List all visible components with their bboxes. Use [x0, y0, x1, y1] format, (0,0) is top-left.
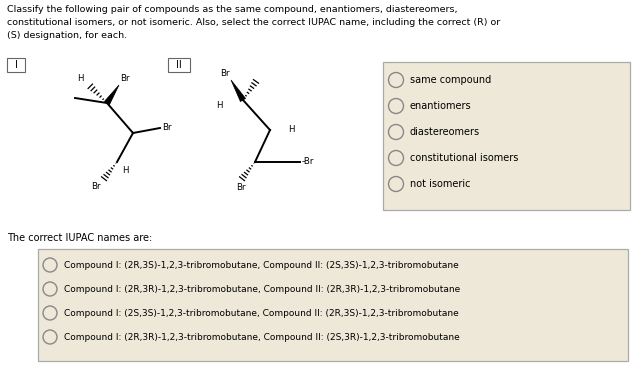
Text: diastereomers: diastereomers: [410, 127, 480, 137]
Text: Classify the following pair of compounds as the same compound, enantiomers, dias: Classify the following pair of compounds…: [7, 5, 500, 40]
Text: Compound I: (2R,3R)-1,2,3-tribromobutane, Compound II: (2R,3R)-1,2,3-tribromobut: Compound I: (2R,3R)-1,2,3-tribromobutane…: [64, 285, 460, 294]
Text: I: I: [15, 60, 17, 70]
Text: Compound I: (2S,3S)-1,2,3-tribromobutane, Compound II: (2R,3S)-1,2,3-tribromobut: Compound I: (2S,3S)-1,2,3-tribromobutane…: [64, 308, 459, 317]
Text: same compound: same compound: [410, 75, 492, 85]
Text: Compound I: (2R,3R)-1,2,3-tribromobutane, Compound II: (2S,3R)-1,2,3-tribromobut: Compound I: (2R,3R)-1,2,3-tribromobutane…: [64, 332, 460, 342]
Text: Br: Br: [162, 123, 172, 132]
Text: The correct IUPAC names are:: The correct IUPAC names are:: [7, 233, 152, 243]
Text: H: H: [77, 74, 84, 83]
Text: Compound I: (2R,3S)-1,2,3-tribromobutane, Compound II: (2S,3S)-1,2,3-tribromobut: Compound I: (2R,3S)-1,2,3-tribromobutane…: [64, 260, 459, 270]
Text: Br: Br: [236, 183, 246, 192]
Text: -Br: -Br: [302, 157, 314, 166]
Text: II: II: [176, 60, 182, 70]
FancyBboxPatch shape: [383, 62, 630, 210]
Text: not isomeric: not isomeric: [410, 179, 470, 189]
Text: Br: Br: [120, 74, 129, 83]
Text: constitutional isomers: constitutional isomers: [410, 153, 518, 163]
Text: H: H: [288, 125, 294, 135]
Text: enantiomers: enantiomers: [410, 101, 472, 111]
FancyBboxPatch shape: [168, 58, 190, 72]
Text: H: H: [122, 166, 129, 175]
FancyBboxPatch shape: [38, 249, 628, 361]
FancyBboxPatch shape: [7, 58, 25, 72]
Polygon shape: [231, 80, 246, 101]
Text: Br: Br: [92, 182, 101, 191]
Polygon shape: [104, 85, 119, 105]
Text: H: H: [216, 100, 223, 110]
Text: Br: Br: [221, 69, 230, 78]
